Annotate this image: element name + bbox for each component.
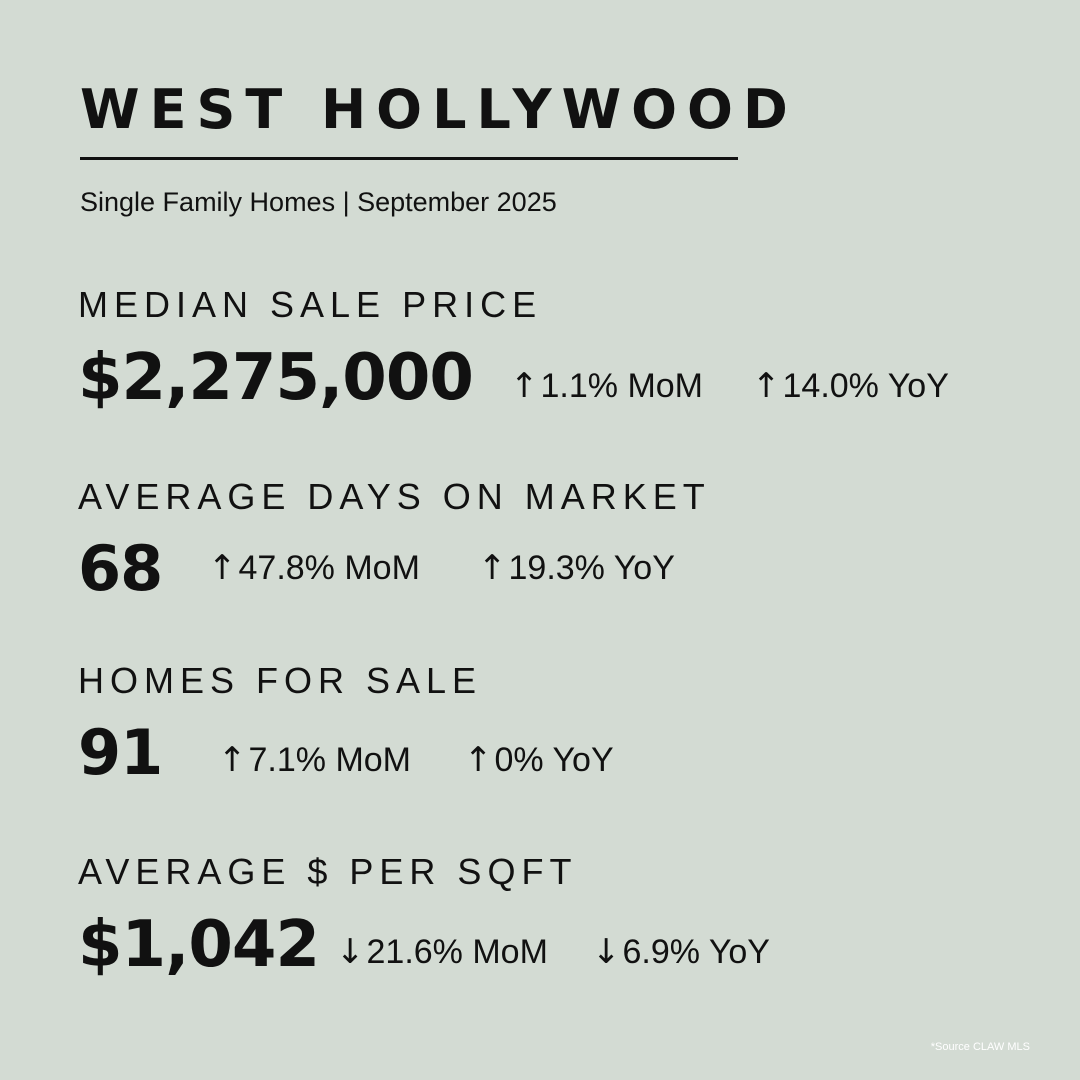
median-sale-price-mom-text: 1.1% MoM (540, 367, 704, 405)
homes-for-sale-yoy-text: 0% YoY (494, 741, 614, 779)
average-price-per-sqft-yoy: ↓ 6.9% YoY (592, 932, 770, 972)
median-sale-price-value: $2,275,000 (78, 341, 474, 415)
median-sale-price-yoy: ↑ 14.0% YoY (752, 366, 949, 406)
homes-for-sale-yoy: ↑ 0% YoY (464, 740, 614, 780)
average-days-on-market-yoy: ↑ 19.3% YoY (478, 548, 675, 588)
average-days-on-market-yoy-text: 19.3% YoY (508, 549, 675, 587)
arrow-up-icon: ↑ (218, 740, 247, 780)
homes-for-sale-mom-text: 7.1% MoM (248, 741, 412, 779)
arrow-down-icon: ↓ (592, 932, 621, 972)
arrow-up-icon: ↑ (478, 548, 507, 588)
arrow-up-icon: ↑ (510, 366, 539, 406)
average-price-per-sqft-value: $1,042 (78, 908, 320, 982)
homes-for-sale-label: HOMES FOR SALE (78, 660, 483, 701)
arrow-up-icon: ↑ (752, 366, 781, 406)
homes-for-sale-mom: ↑ 7.1% MoM (218, 740, 411, 780)
median-sale-price-yoy-text: 14.0% YoY (782, 367, 949, 405)
title-divider (80, 157, 738, 160)
arrow-up-icon: ↑ (464, 740, 493, 780)
average-days-on-market-label: AVERAGE DAYS ON MARKET (78, 476, 711, 517)
page-title: WEST HOLLYWOOD (80, 78, 798, 141)
average-days-on-market-value: 68 (78, 532, 163, 605)
median-sale-price-mom: ↑ 1.1% MoM (510, 366, 703, 406)
median-sale-price-label: MEDIAN SALE PRICE (78, 284, 543, 325)
average-price-per-sqft-yoy-text: 6.9% YoY (622, 933, 770, 971)
average-price-per-sqft-mom-text: 21.6% MoM (366, 933, 548, 971)
homes-for-sale-value: 91 (78, 716, 163, 789)
source-note: *Source CLAW MLS (930, 1041, 1030, 1053)
arrow-down-icon: ↓ (336, 932, 365, 972)
page-subtitle: Single Family Homes | September 2025 (80, 187, 557, 217)
average-days-on-market-mom: ↑ 47.8% MoM (208, 548, 420, 588)
arrow-up-icon: ↑ (208, 548, 237, 588)
average-days-on-market-mom-text: 47.8% MoM (238, 549, 420, 587)
average-price-per-sqft-mom: ↓ 21.6% MoM (336, 932, 548, 972)
average-price-per-sqft-label: AVERAGE $ PER SQFT (78, 851, 578, 892)
